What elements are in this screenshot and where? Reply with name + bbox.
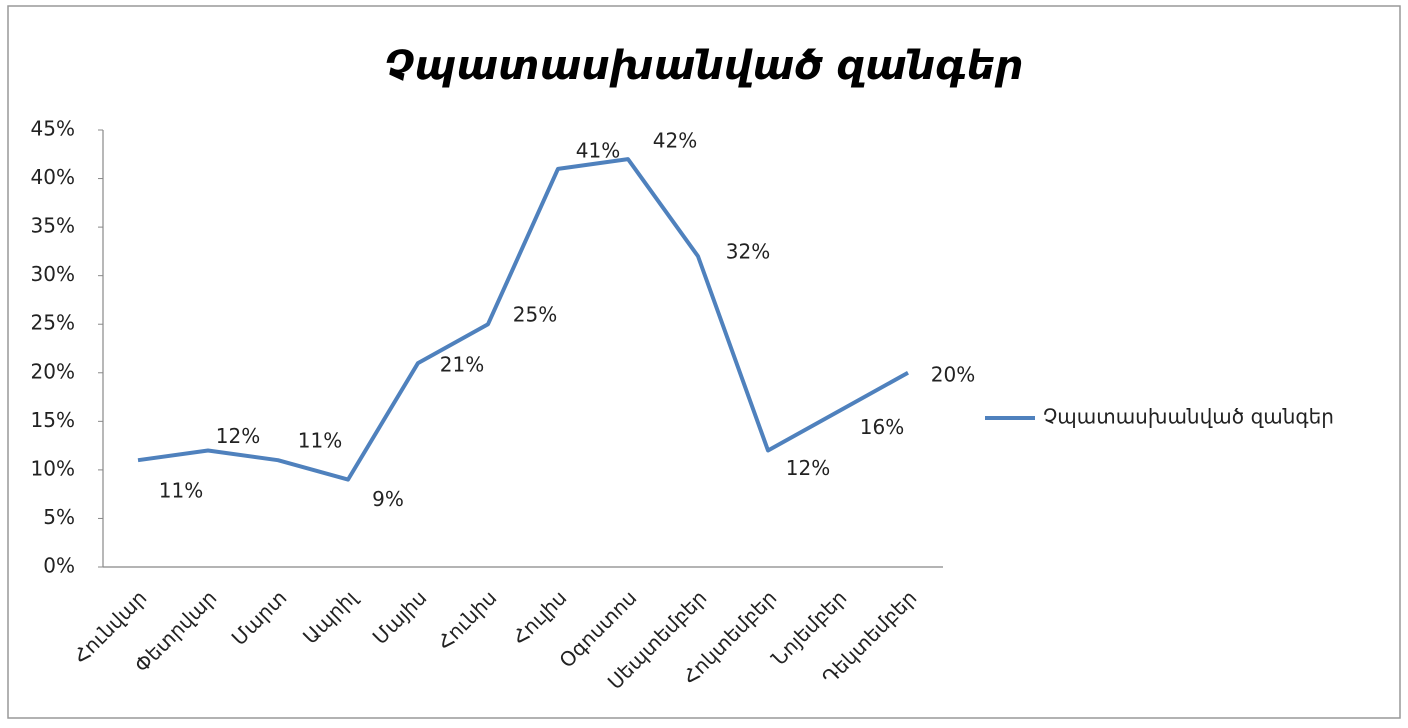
data-label: 41% <box>576 138 620 162</box>
data-label: 9% <box>372 487 404 511</box>
data-label: 12% <box>786 456 830 480</box>
y-tick-label: 5% <box>43 505 75 529</box>
data-label: 42% <box>653 129 697 153</box>
y-tick-label: 40% <box>31 165 75 189</box>
y-tick-label: 10% <box>31 456 75 480</box>
data-label: 12% <box>216 424 260 448</box>
y-tick-label: 15% <box>31 408 75 432</box>
chart-frame <box>7 5 1401 719</box>
y-tick-label: 35% <box>31 214 75 238</box>
data-label: 16% <box>860 415 904 439</box>
data-label: 25% <box>513 303 557 327</box>
data-label: 21% <box>440 353 484 377</box>
series-line <box>137 157 909 482</box>
data-label: 11% <box>159 479 203 503</box>
data-label: 32% <box>726 240 770 264</box>
y-tick-label: 25% <box>31 311 75 335</box>
y-tick-label: 45% <box>31 117 75 141</box>
y-tick-label: 0% <box>43 554 75 578</box>
legend-label: Չպատասխանված զանգեր <box>1043 405 1334 429</box>
chart-title: Չպատասխանված զանգեր <box>384 43 1023 89</box>
data-label: 11% <box>298 429 342 453</box>
data-label: 20% <box>931 362 975 386</box>
y-tick-label: 30% <box>31 262 75 286</box>
y-tick-label: 20% <box>31 359 75 383</box>
